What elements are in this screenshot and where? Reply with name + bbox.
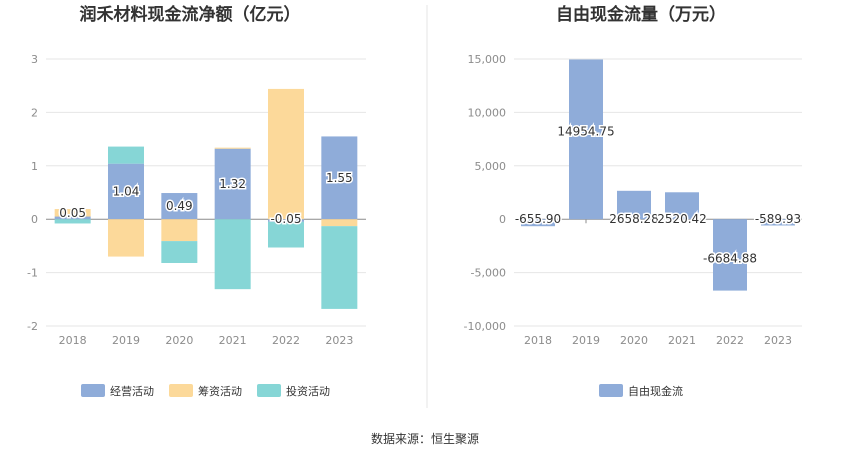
y-tick-label: 3 — [31, 53, 38, 66]
y-tick-label: 0 — [499, 213, 506, 226]
legend-swatch — [169, 384, 193, 397]
right-chart-title: 自由现金流量（万元） — [556, 4, 726, 25]
bar-operating — [161, 193, 198, 220]
x-tick-label: 2018 — [524, 334, 552, 347]
data-label: -0.05 — [270, 212, 301, 226]
left-chart-title: 润禾材料现金流净额（亿元） — [80, 4, 301, 25]
data-label: -6684.88 — [703, 251, 757, 265]
y-tick-label: -2 — [27, 320, 38, 333]
data-label: 14954.75 — [557, 124, 614, 138]
bar-financing — [214, 147, 251, 149]
bar-investing — [54, 219, 91, 224]
data-label: 1.55 — [326, 171, 353, 185]
bar-operating — [214, 148, 251, 220]
bar-investing — [321, 226, 358, 309]
data-label: 2658.28 — [609, 212, 659, 226]
bar-financing — [321, 219, 358, 227]
legend-label: 筹资活动 — [198, 384, 242, 398]
bar-financing — [268, 88, 304, 220]
x-tick-label: 2020 — [165, 334, 193, 347]
bar-free-cash-flow — [713, 219, 747, 291]
x-tick-label: 2020 — [620, 334, 648, 347]
bar-free-cash-flow — [617, 190, 651, 220]
data-label: 2520.42 — [657, 212, 707, 226]
bar-financing — [108, 219, 144, 257]
y-tick-label: -1 — [27, 267, 38, 280]
legend-label: 自由现金流 — [628, 384, 683, 398]
bar-operating — [268, 219, 304, 222]
x-tick-label: 2021 — [668, 334, 696, 347]
x-tick-label: 2018 — [59, 334, 87, 347]
y-tick-label: -10,000 — [464, 320, 506, 333]
bar-investing — [108, 146, 144, 164]
x-tick-label: 2022 — [272, 334, 300, 347]
data-label: 1.04 — [113, 184, 140, 198]
y-tick-label: 0 — [31, 213, 38, 226]
bar-investing — [214, 219, 251, 290]
data-label: 0.05 — [59, 206, 86, 220]
data-label: -655.90 — [515, 212, 561, 226]
y-tick-label: 5,000 — [475, 160, 507, 173]
x-tick-label: 2021 — [219, 334, 247, 347]
legend-swatch — [599, 384, 623, 397]
bar-financing — [161, 219, 198, 242]
x-tick-label: 2023 — [764, 334, 792, 347]
data-label: 0.49 — [166, 199, 193, 213]
right-chart: -10,000 -5,000 0 5,000 10,000 15,000 2018 2019 2… — [464, 53, 803, 398]
x-tick-label: 2023 — [325, 334, 353, 347]
y-tick-label: 15,000 — [468, 53, 507, 66]
data-label: -589.93 — [755, 212, 801, 226]
bar-investing — [268, 221, 304, 248]
y-tick-label: 10,000 — [468, 106, 507, 119]
bar-operating — [54, 216, 91, 220]
bar-investing — [161, 241, 198, 263]
legend-label: 投资活动 — [286, 384, 330, 398]
data-source-note: 数据来源：恒生聚源 — [371, 431, 479, 446]
bar-free-cash-flow — [665, 192, 699, 220]
bar-financing — [54, 209, 91, 217]
x-tick-label: 2019 — [572, 334, 600, 347]
y-tick-label: 2 — [31, 106, 38, 119]
bar-operating — [108, 163, 144, 220]
legend-swatch — [81, 384, 105, 397]
legend-label: 经营活动 — [110, 384, 154, 398]
y-tick-label: -5,000 — [471, 267, 506, 280]
left-chart: -2 -1 0 1 2 3 2018 2019 2020 2021 2022 2023 0.05 1.04… — [27, 53, 366, 398]
x-tick-label: 2022 — [716, 334, 744, 347]
bar-free-cash-flow — [569, 59, 603, 220]
bar-operating — [321, 136, 358, 220]
y-tick-label: 1 — [31, 160, 38, 173]
bar-free-cash-flow — [521, 219, 555, 227]
legend-swatch — [257, 384, 281, 397]
x-tick-label: 2019 — [112, 334, 140, 347]
data-label: 1.32 — [219, 177, 246, 191]
bar-free-cash-flow — [761, 219, 795, 226]
